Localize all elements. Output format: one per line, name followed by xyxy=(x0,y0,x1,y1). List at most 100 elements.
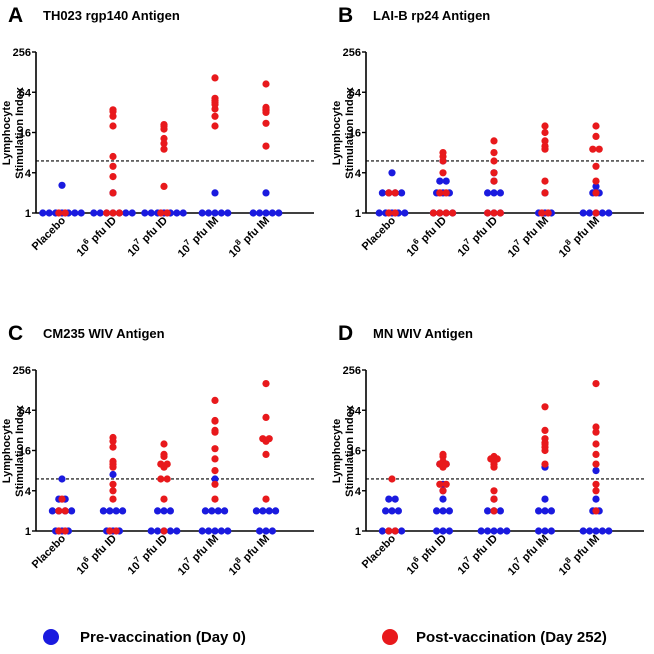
post-vaccination-point xyxy=(541,460,549,468)
post-vaccination-point xyxy=(490,137,498,145)
pre-vaccination-point xyxy=(490,189,498,197)
post-vaccination-point xyxy=(61,527,69,535)
x-tick-label: 107 pfu IM xyxy=(174,531,221,578)
post-vaccination-point xyxy=(490,487,498,495)
post-vaccination-point xyxy=(160,125,168,133)
post-vaccination-point xyxy=(160,145,168,153)
post-vaccination-point xyxy=(55,507,63,515)
pre-vaccination-point xyxy=(198,209,206,217)
pre-vaccination-point xyxy=(173,209,181,217)
post-vaccination-point xyxy=(490,177,498,185)
post-vaccination-point xyxy=(442,189,450,197)
pre-vaccination-point xyxy=(442,177,450,185)
post-vaccination-point xyxy=(592,460,600,468)
post-vaccination-point xyxy=(211,105,219,113)
post-vaccination-point xyxy=(544,209,552,217)
pre-vaccination-point xyxy=(541,495,549,503)
post-vaccination-point xyxy=(439,169,447,177)
pre-vaccination-point xyxy=(541,507,549,515)
post-vaccination-point xyxy=(109,122,117,130)
pre-vaccination-point xyxy=(547,507,555,515)
pre-vaccination-point xyxy=(605,209,613,217)
post-vaccination-point xyxy=(391,209,399,217)
pre-vaccination-point xyxy=(106,507,114,515)
y-tick-label: 1 xyxy=(355,208,361,220)
panel-a: A TH023 rgp140 Antigen Lymphocyte Stimulati… xyxy=(1,4,314,260)
post-vaccination-point xyxy=(541,177,549,185)
post-vaccination-point xyxy=(211,445,219,453)
pre-vaccination-point xyxy=(385,495,393,503)
post-vaccination-point xyxy=(211,74,219,82)
pre-vaccination-point xyxy=(496,507,504,515)
y-axis-label: Stimulation Index xyxy=(14,86,26,179)
pre-vaccination-point xyxy=(259,507,267,515)
y-tick-label: 256 xyxy=(343,365,361,377)
pre-vaccination-point xyxy=(224,209,232,217)
post-vaccination-point xyxy=(496,209,504,217)
panel-d: D MN WIV Antigen Lymphocyte Stimulation Ind… xyxy=(331,322,644,578)
y-tick-label: 256 xyxy=(343,47,361,59)
y-tick-label: 16 xyxy=(19,446,31,458)
post-vaccination-point xyxy=(592,209,600,217)
pre-vaccination-point xyxy=(58,181,66,189)
post-vaccination-point xyxy=(262,119,270,127)
pre-vaccination-point xyxy=(490,527,498,535)
pre-vaccination-point xyxy=(154,507,162,515)
post-vaccination-point xyxy=(385,189,393,197)
post-vaccination-point xyxy=(160,139,168,147)
pre-vaccination-point xyxy=(45,209,53,217)
pre-vaccination-point xyxy=(579,209,587,217)
x-tick-label: Placebo xyxy=(30,214,69,253)
pre-vaccination-point xyxy=(401,209,409,217)
pre-vaccination-point xyxy=(262,189,270,197)
y-tick-label: 64 xyxy=(19,87,32,99)
x-tick-label: 107 pfu IM xyxy=(504,531,551,578)
post-vaccination-point xyxy=(109,162,117,170)
post-vaccination-point xyxy=(55,527,63,535)
pre-vaccination-point xyxy=(166,507,174,515)
x-tick-label: 108 pfu IM xyxy=(555,213,602,260)
y-tick-label: 16 xyxy=(19,128,31,140)
pre-vaccination-point xyxy=(477,527,485,535)
pre-vaccination-point xyxy=(579,527,587,535)
x-tick-label: Placebo xyxy=(30,532,69,571)
pre-vaccination-point xyxy=(496,189,504,197)
post-vaccination-point xyxy=(61,209,69,217)
post-vaccination-point xyxy=(211,122,219,130)
y-tick-label: 256 xyxy=(13,47,31,59)
post-vaccination-point xyxy=(109,112,117,120)
legend-pre-marker xyxy=(43,629,59,645)
post-vaccination-point xyxy=(160,463,168,471)
pre-vaccination-point xyxy=(484,527,492,535)
post-vaccination-point xyxy=(55,209,63,217)
pre-vaccination-point xyxy=(484,507,492,515)
pre-vaccination-point xyxy=(211,475,219,483)
pre-vaccination-point xyxy=(256,527,264,535)
post-vaccination-point xyxy=(592,132,600,140)
y-tick-label: 64 xyxy=(349,87,362,99)
pre-vaccination-point xyxy=(445,527,453,535)
pre-vaccination-point xyxy=(382,507,390,515)
post-vaccination-point xyxy=(112,527,120,535)
pre-vaccination-point xyxy=(592,182,600,190)
pre-vaccination-point xyxy=(375,209,383,217)
post-vaccination-point xyxy=(541,403,549,411)
post-vaccination-point xyxy=(160,452,168,461)
post-vaccination-point xyxy=(592,162,600,170)
post-vaccination-point xyxy=(262,380,270,388)
pre-vaccination-point xyxy=(439,495,447,503)
pre-vaccination-point xyxy=(378,527,386,535)
y-axis-label: Lymphocyte xyxy=(1,419,13,483)
y-tick-label: 16 xyxy=(349,446,361,458)
pre-vaccination-point xyxy=(252,507,260,515)
pre-vaccination-point xyxy=(436,177,444,185)
x-tick-label: 106 pfu ID xyxy=(403,212,450,259)
pre-vaccination-point xyxy=(147,209,155,217)
pre-vaccination-point xyxy=(96,209,104,217)
legend-post-label: Post-vaccination (Day 252) xyxy=(416,629,607,646)
y-axis-label: Stimulation Index xyxy=(344,86,356,179)
panel-c: C CM235 WIV Antigen Lymphocyte Stimulation … xyxy=(1,322,314,578)
post-vaccination-point xyxy=(385,209,393,217)
post-vaccination-point xyxy=(262,142,270,150)
